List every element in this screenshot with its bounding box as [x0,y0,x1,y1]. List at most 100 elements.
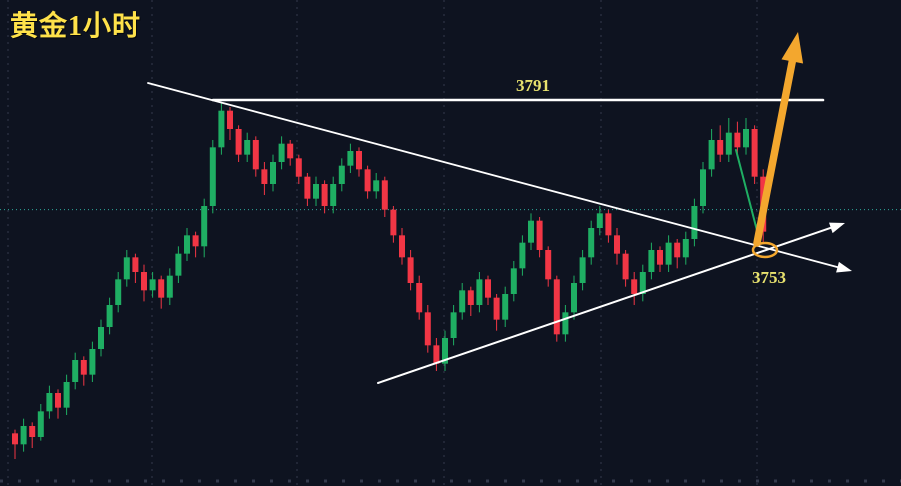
candle-body [149,279,156,291]
candle-body [459,290,466,313]
candle-body [657,250,663,265]
candle-body [141,272,147,291]
candle-body [295,158,302,177]
candle-body [106,305,113,327]
candle-body [562,312,569,335]
candle-body [725,132,732,155]
candle-body [89,349,96,375]
candle-body [502,294,509,320]
candle-body [665,242,672,265]
candle-body [55,393,61,408]
candle-body [553,279,560,335]
candle-body [674,242,681,258]
candle-body [708,140,715,170]
candle-body [330,184,337,206]
candle-body [321,184,328,206]
candle-body [201,206,208,247]
candle-body [356,151,362,170]
candle-body [485,279,491,298]
candle-body [399,235,405,258]
candle-body [347,151,354,166]
candle-body [184,235,190,254]
candle-body [338,165,345,184]
candle-body [72,360,79,382]
candle-body [467,290,474,305]
candle-body [510,268,517,294]
breakout-arrow [753,57,797,247]
candle-body [227,110,233,129]
candle-body [493,297,500,320]
candle-body [433,345,440,364]
candle-body [450,312,457,338]
candle-body [528,220,534,243]
apex-circle [751,241,779,259]
descending-trendline-arrow [147,82,839,269]
candle-body [631,279,638,294]
chart-title: 黄金1小时 [10,11,142,42]
candle-body [622,253,629,280]
candle-body [700,169,706,206]
candle-body [218,110,225,148]
candle-body [235,129,242,155]
price-label: 3791 [516,76,550,95]
candle-body [682,239,689,258]
candle-body [605,213,612,236]
candle-body [123,257,130,280]
descending-trendline-arrow-head [836,261,852,273]
candle-body [536,220,543,250]
candle-body [313,184,319,199]
candle-body [175,253,182,276]
candle-body [579,257,586,283]
candle-body [519,242,526,269]
candle-body [252,140,259,170]
candle-body [416,283,423,313]
candle-body [261,169,268,184]
candle-body [278,143,285,162]
ascending-trendline-arrow-head [829,222,845,234]
candle-body [373,180,380,192]
candle-body [46,393,53,412]
candle-body [614,235,620,254]
candle-body [545,250,552,280]
candle-body [304,176,311,199]
candle-body [751,129,758,177]
candle-body [588,228,595,258]
candle-body [442,338,448,364]
candle-body [364,169,371,192]
candle-body [12,433,18,445]
candle-body [270,162,276,184]
candle-body [287,143,294,159]
candle-body [407,257,414,283]
candle-body [390,209,397,236]
breakout-arrow-head [781,32,804,64]
candle-body [691,206,698,239]
candle-body [734,132,741,148]
candle-body [571,283,577,313]
candle-body [115,279,122,305]
candle-body [209,147,216,206]
candle-body [63,382,70,408]
candle-body [20,426,27,445]
candle-body [648,250,655,272]
candle-body [29,426,36,437]
ascending-trendline-arrow [377,226,832,384]
candle-body [424,312,431,346]
candle-body [192,235,199,247]
candle-body [166,275,173,298]
candle-body [158,279,165,298]
candle-body [132,257,139,272]
candle-body [80,360,87,375]
candle-body [596,213,603,228]
candle-body [476,279,483,305]
price-label: 3753 [752,268,786,287]
candle-body [381,180,388,210]
candle-body [98,327,104,349]
candle-body [717,140,724,155]
candle-body [639,272,646,294]
candle-body [743,129,749,148]
pullback-line [735,149,761,243]
candle-body [244,140,251,155]
candle-body [37,411,44,437]
